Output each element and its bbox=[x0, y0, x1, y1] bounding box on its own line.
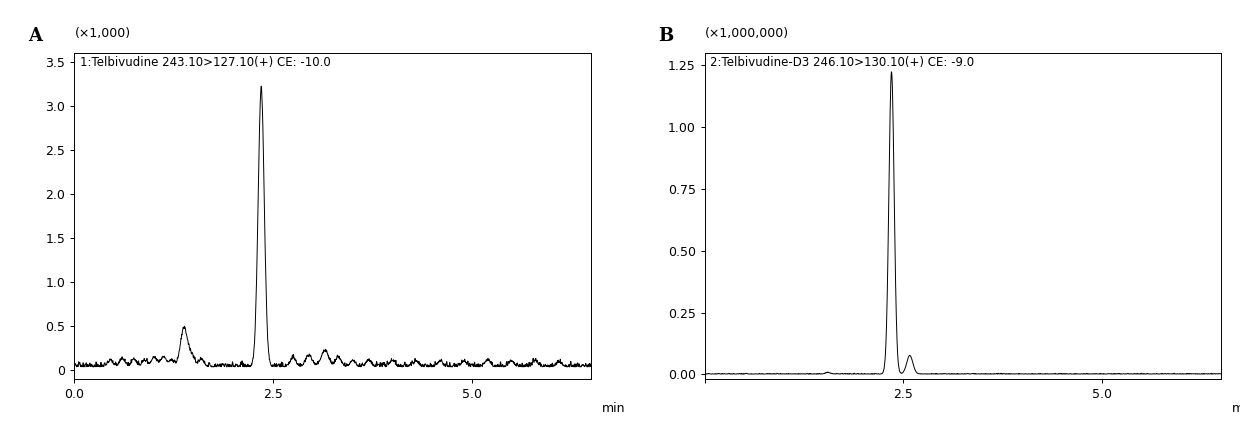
Text: 1:Telbivudine 243.10>127.10(+) CE: -10.0: 1:Telbivudine 243.10>127.10(+) CE: -10.0 bbox=[79, 56, 330, 69]
Text: min: min bbox=[1231, 402, 1240, 415]
Text: (×1,000,000): (×1,000,000) bbox=[704, 27, 789, 40]
Text: 2:Telbivudine-D3 246.10>130.10(+) CE: -9.0: 2:Telbivudine-D3 246.10>130.10(+) CE: -9… bbox=[709, 56, 975, 69]
Text: A: A bbox=[27, 27, 42, 45]
Text: min: min bbox=[601, 402, 625, 415]
Text: B: B bbox=[658, 27, 673, 45]
Text: (×1,000): (×1,000) bbox=[74, 27, 130, 40]
